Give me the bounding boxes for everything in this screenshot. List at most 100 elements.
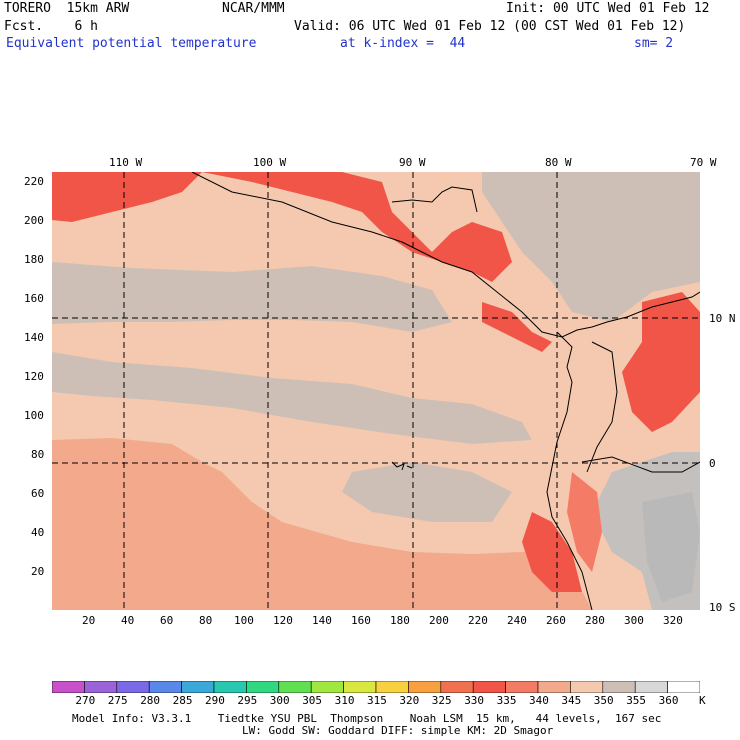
model-info-line1: Model Info: V3.3.1 Tiedtke YSU PBL Thomp… (72, 712, 662, 725)
colorbar-swatch (505, 681, 539, 693)
smoothing-label: sm= 2 (634, 36, 674, 51)
colorbar-label: 300 (269, 694, 290, 707)
colorbar-label: 345 (561, 694, 582, 707)
gray-patch-south (342, 462, 512, 522)
colorbar-swatch (310, 681, 344, 693)
colorbar-label: 360 (658, 694, 679, 707)
southern-ocean-band (52, 438, 592, 610)
colorbar-label: 315 (367, 694, 387, 707)
model-title: TORERO 15km ARW (4, 1, 130, 16)
y-tick-20: 20 (31, 565, 45, 578)
gray-band-middle (52, 352, 532, 444)
y-tick-140: 140 (24, 331, 44, 344)
colorbar-swatch (84, 681, 118, 693)
border-andes-interior (586, 341, 618, 473)
colorbar-unit: K (699, 694, 706, 707)
lon-label-70w: 70 W (690, 156, 717, 169)
x-tick-180: 180 (390, 614, 410, 627)
colorbar-label: 320 (399, 694, 420, 707)
init-time: Init: 00 UTC Wed 01 Feb 12 (506, 1, 710, 16)
colorbar-label: 340 (529, 694, 549, 707)
border-south-america (581, 456, 700, 473)
colorbar-swatch (246, 681, 280, 693)
gray-band-northeast (482, 172, 700, 322)
colorbar-swatch (375, 681, 409, 693)
colorbar-swatch (667, 681, 700, 693)
colorbar-label: 270 (75, 694, 96, 707)
coastline-central-america (191, 172, 700, 338)
colorbar-swatch (570, 681, 604, 693)
x-tick-260: 260 (546, 614, 566, 627)
colorbar-swatch (634, 681, 668, 693)
x-tick-240: 240 (507, 614, 527, 627)
colorbar-swatch (181, 681, 215, 693)
hot-region-ecuador (522, 512, 582, 592)
x-tick-200: 200 (429, 614, 449, 627)
colorbar-label: 295 (237, 694, 258, 707)
colorbar-swatch (472, 681, 506, 693)
colorbar-label: 325 (431, 694, 452, 707)
hot-region-mexico (202, 172, 512, 282)
level-label: at k-index = 44 (340, 36, 466, 51)
x-tick-320: 320 (663, 614, 683, 627)
model-info-line2: LW: Godd SW: Goddard DIFF: simple KM: 2D… (242, 724, 554, 737)
warm-region-andes (567, 472, 602, 572)
colorbar-swatch (440, 681, 474, 693)
lat-label-10s: 10 S (709, 601, 736, 614)
colorbar-label: 335 (496, 694, 517, 707)
lat-label-0: 0 (709, 457, 716, 470)
lon-label-80w: 80 W (545, 156, 572, 169)
colorbar-swatch (537, 681, 571, 693)
organization-label: NCAR/MMM (222, 1, 285, 16)
x-tick-220: 220 (468, 614, 488, 627)
x-tick-140: 140 (312, 614, 332, 627)
y-tick-200: 200 (24, 214, 44, 227)
colorbar-swatch (602, 681, 636, 693)
colorbar-label: 355 (626, 694, 647, 707)
colorbar-label: 285 (172, 694, 193, 707)
y-tick-100: 100 (24, 409, 44, 422)
x-tick-300: 300 (624, 614, 644, 627)
colorbar-label: 330 (464, 694, 485, 707)
colorbar-label: 310 (334, 694, 355, 707)
x-tick-20: 20 (82, 614, 96, 627)
land-cool-patch (642, 492, 700, 602)
x-tick-160: 160 (351, 614, 371, 627)
colorbar-label: 275 (107, 694, 128, 707)
y-tick-160: 160 (24, 292, 44, 305)
colorbar-swatch (408, 681, 442, 693)
x-tick-280: 280 (585, 614, 605, 627)
lon-label-110w: 110 W (109, 156, 143, 169)
colorbar-swatch (278, 681, 312, 693)
y-tick-60: 60 (31, 487, 45, 500)
colorbar-swatch (343, 681, 377, 693)
x-tick-100: 100 (234, 614, 254, 627)
y-tick-80: 80 (31, 448, 45, 461)
coastlines (191, 172, 700, 610)
lon-label-100w: 100 W (253, 156, 287, 169)
y-tick-120: 120 (24, 370, 44, 383)
hot-region-colombia (622, 292, 700, 432)
coastline-yucatan (391, 186, 478, 213)
map-gridlines (52, 172, 700, 610)
x-tick-120: 120 (273, 614, 293, 627)
field-name: Equivalent potential temperature (6, 36, 257, 51)
x-tick-60: 60 (160, 614, 174, 627)
x-tick-40: 40 (121, 614, 135, 627)
galapagos-islands (391, 461, 413, 471)
colorbar-swatch (148, 681, 182, 693)
equivalent-potential-temperature-map (52, 172, 700, 610)
colorbar-swatch (116, 681, 150, 693)
lat-label-10n: 10 N (709, 312, 736, 325)
gray-band-north (52, 262, 452, 332)
hot-region-costa-rica (482, 302, 552, 352)
x-tick-80: 80 (199, 614, 213, 627)
colorbar-label: 305 (302, 694, 323, 707)
lon-label-90w: 90 W (399, 156, 426, 169)
coastline-south-america-west (546, 331, 593, 610)
valid-time: Valid: 06 UTC Wed 01 Feb 12 (00 CST Wed … (294, 19, 686, 34)
colorbar-label: 290 (205, 694, 225, 707)
colorbar-swatch (213, 681, 247, 693)
forecast-hour: Fcst. 6 h (4, 19, 98, 34)
hot-region-northwest (52, 172, 202, 222)
